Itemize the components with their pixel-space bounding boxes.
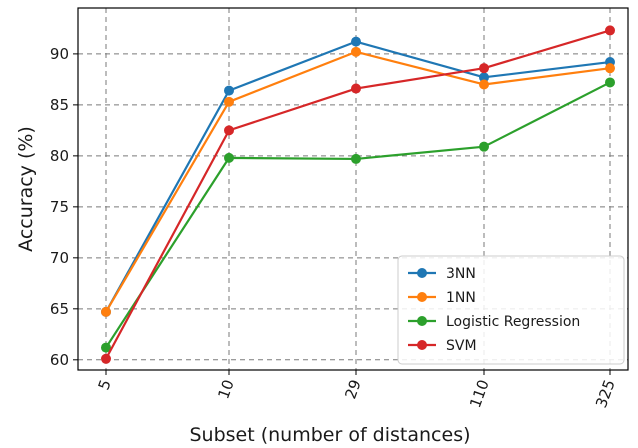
legend: 3NN 1NN Logistic Regression SVM	[397, 255, 625, 365]
x-axis-label: Subset (number of distances)	[189, 424, 470, 446]
legend-label: SVM	[446, 338, 477, 354]
legend-marker	[417, 268, 427, 278]
y-tick-label: 85	[50, 96, 69, 114]
x-tick-label: 5	[95, 377, 115, 392]
series-1nn	[101, 46, 615, 317]
data-point	[101, 353, 111, 364]
x-tick-label: 29	[341, 377, 364, 401]
data-point	[605, 25, 615, 36]
data-point	[479, 79, 489, 90]
y-tick-label: 75	[50, 198, 69, 216]
legend-label: Logistic Regression	[446, 314, 580, 330]
data-point	[224, 152, 234, 163]
y-tick-label: 60	[50, 351, 69, 369]
x-axis-ticks: 5 10 29 110 325	[95, 370, 619, 410]
legend-label: 3NN	[446, 266, 476, 282]
legend-marker	[417, 292, 427, 302]
data-point	[224, 125, 234, 136]
legend-marker	[417, 340, 427, 350]
data-point	[351, 36, 361, 47]
data-point	[351, 153, 361, 164]
data-point	[479, 141, 489, 152]
y-axis-label: Accuracy (%)	[15, 126, 37, 252]
series-svm	[101, 25, 615, 364]
data-point	[224, 96, 234, 107]
legend-marker	[417, 316, 427, 326]
plot-frame	[77, 7, 629, 371]
legend-box	[397, 255, 625, 365]
y-tick-label: 90	[50, 45, 69, 63]
y-tick-label: 65	[50, 300, 69, 318]
data-point	[351, 46, 361, 57]
x-tick-label: 110	[466, 377, 493, 410]
data-point	[605, 77, 615, 88]
data-point	[479, 72, 489, 83]
x-tick-label: 10	[214, 377, 237, 401]
y-tick-label: 70	[50, 249, 69, 267]
series-lines	[101, 25, 615, 364]
data-point	[101, 306, 111, 317]
data-point	[101, 342, 111, 353]
x-tick-label: 325	[592, 377, 619, 410]
data-point	[605, 63, 615, 74]
legend-label: 1NN	[446, 290, 476, 306]
data-point	[351, 83, 361, 94]
data-point	[479, 63, 489, 74]
series-logistic-regression	[101, 77, 615, 353]
y-tick-label: 80	[50, 147, 69, 165]
data-point	[224, 85, 234, 96]
y-axis-ticks: 60 65 70 75 80 85 90	[50, 45, 78, 369]
